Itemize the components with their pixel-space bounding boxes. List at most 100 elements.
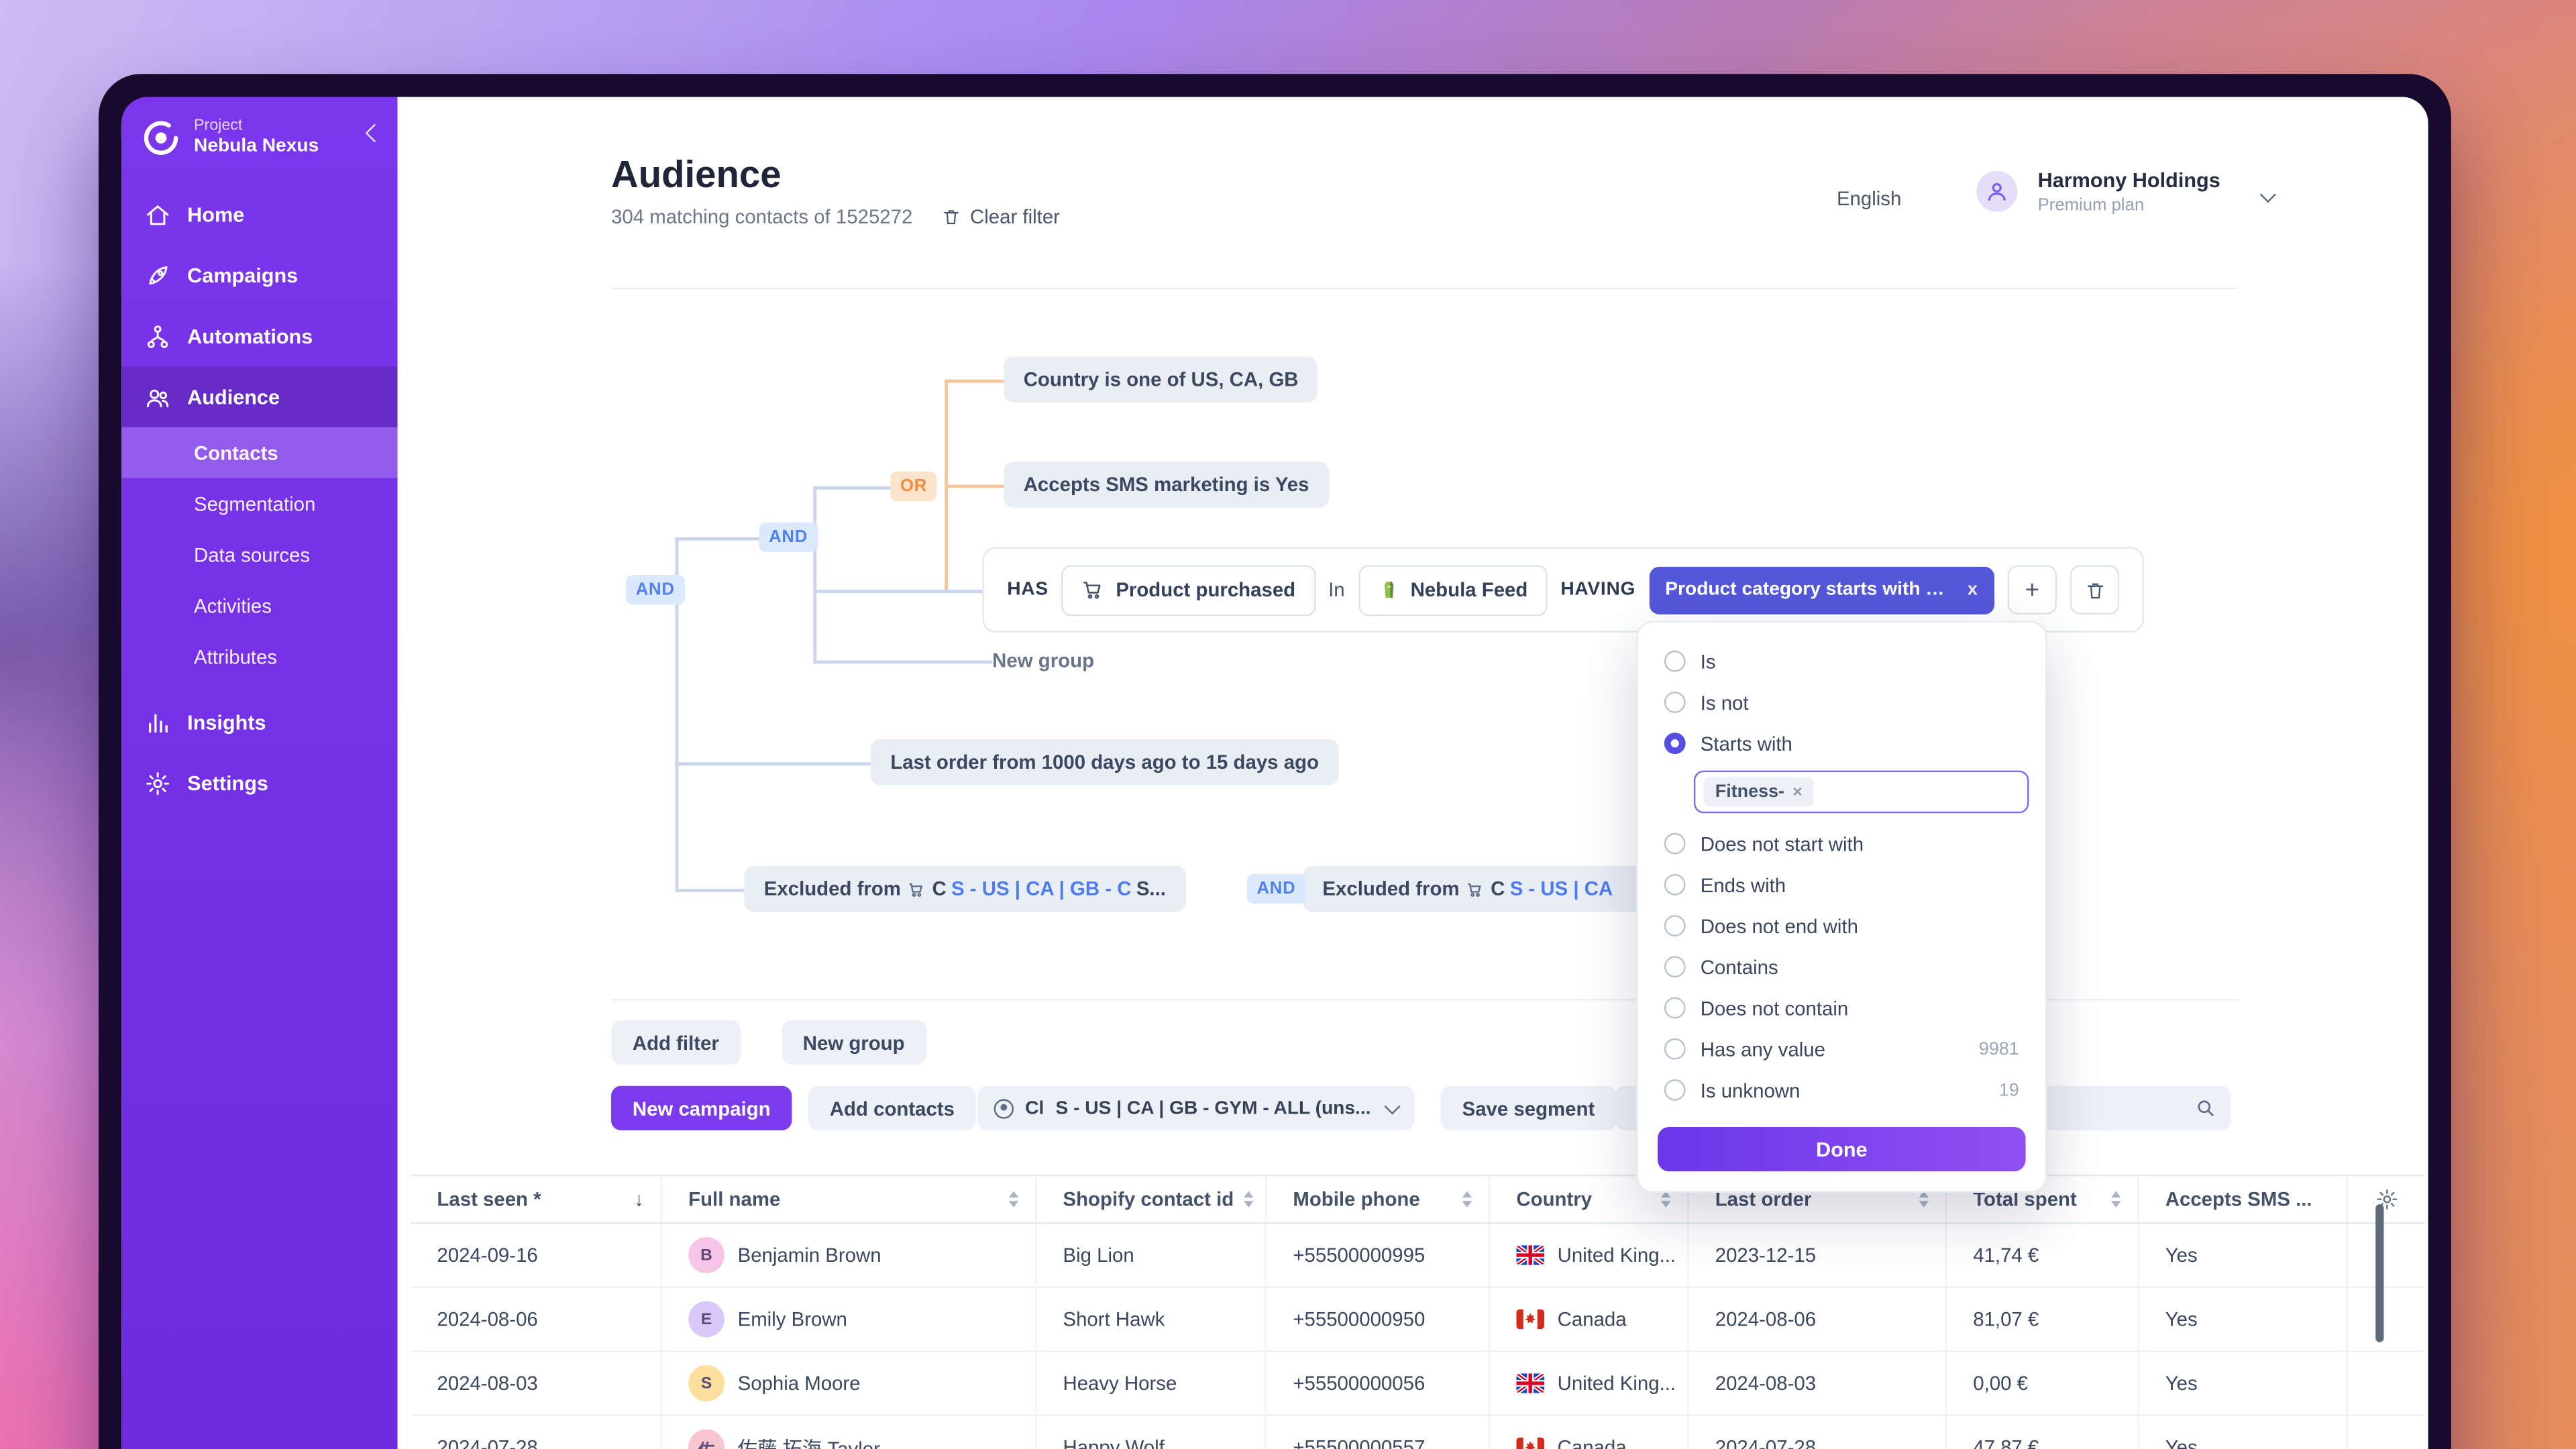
- radio-icon[interactable]: [1664, 833, 1686, 855]
- option-does-not-contain[interactable]: Does not contain: [1658, 987, 2026, 1028]
- excluded-prefix: Excluded from: [763, 877, 901, 901]
- option-starts-with[interactable]: Starts with: [1658, 723, 2026, 764]
- radio-icon[interactable]: [1664, 1079, 1686, 1101]
- cart-icon: [1466, 879, 1484, 898]
- sidebar-nav: Home Campaigns Automations Audience Co: [121, 184, 398, 814]
- clear-filter-button[interactable]: Clear filter: [942, 205, 1060, 228]
- sidebar-item-label: Home: [187, 203, 245, 227]
- language-selector[interactable]: English: [1836, 186, 1902, 211]
- column-header-accepts-sms[interactable]: Accepts SMS ...: [2137, 1176, 2346, 1223]
- option-does-not-end-with[interactable]: Does not end with: [1658, 905, 2026, 946]
- collapse-sidebar-icon[interactable]: [365, 123, 384, 143]
- sidebar-item-audience[interactable]: Audience: [121, 366, 398, 428]
- sidebar-subitem-label: Data sources: [193, 543, 311, 567]
- column-header-contact-id[interactable]: Shopify contact id: [1034, 1176, 1265, 1223]
- radio-icon[interactable]: [1664, 873, 1686, 896]
- option-label: Has any value: [1700, 1037, 1825, 1061]
- operator-badge-and[interactable]: AND: [626, 575, 685, 605]
- new-group-link[interactable]: New group: [992, 649, 1095, 672]
- connector-line: [675, 537, 678, 889]
- cart-icon: [908, 879, 926, 898]
- connector-line: [813, 486, 816, 661]
- table-row[interactable]: 2024-09-16 B Benjamin Brown Big Lion +555…: [411, 1224, 2425, 1288]
- filter-chip-excluded-1[interactable]: Excluded from C S - US | CA | GB - C S..…: [744, 865, 1186, 912]
- operator-badge-and[interactable]: AND: [1246, 873, 1306, 904]
- column-header-country[interactable]: Country: [1488, 1176, 1687, 1223]
- sidebar-item-data-sources[interactable]: Data sources: [121, 529, 397, 580]
- new-campaign-button[interactable]: New campaign: [611, 1085, 792, 1130]
- option-count: 9981: [1978, 1038, 2019, 1059]
- people-icon: [145, 384, 171, 410]
- table-row[interactable]: 2024-07-28 佐佐藤 拓海 Taylor Happy Wolf +555…: [411, 1416, 2425, 1449]
- option-label: Contains: [1700, 955, 1778, 979]
- filter-chip-country[interactable]: Country is one of US, CA, GB: [1004, 356, 1318, 402]
- sidebar-item-automations[interactable]: Automations: [121, 306, 397, 367]
- option-is-unknown[interactable]: Is unknown 19: [1658, 1069, 2026, 1110]
- value-tag: Fitness- ×: [1703, 777, 1814, 807]
- filter-chip-excluded-2[interactable]: Excluded from C S - US | CA: [1303, 865, 1648, 912]
- starts-with-value-input[interactable]: Fitness- ×: [1693, 770, 2029, 814]
- sort-desc-icon: ↓: [634, 1187, 644, 1211]
- remove-condition-icon[interactable]: x: [1967, 580, 1978, 600]
- column-header-last-seen[interactable]: Last seen * ↓: [437, 1187, 644, 1211]
- account-avatar[interactable]: [1977, 171, 2019, 213]
- data-source-button[interactable]: Nebula Feed: [1358, 564, 1548, 616]
- option-ends-with[interactable]: Ends with: [1658, 864, 2026, 905]
- event-type-button[interactable]: Product purchased: [1061, 564, 1316, 616]
- chevron-down-icon[interactable]: [2260, 186, 2277, 204]
- account-name: Harmony Holdings: [2037, 169, 2220, 193]
- column-header-mobile-phone[interactable]: Mobile phone: [1265, 1176, 1489, 1223]
- home-icon: [145, 201, 171, 227]
- search-icon: [2198, 1100, 2214, 1116]
- save-segment-button[interactable]: Save segment: [1440, 1085, 1617, 1130]
- table-scrollbar-thumb[interactable]: [2375, 1204, 2384, 1342]
- connector-line-or: [945, 484, 1004, 488]
- option-contains[interactable]: Contains: [1658, 947, 2026, 987]
- operator-badge-and[interactable]: AND: [759, 522, 818, 552]
- segment-select[interactable]: Cl S - US | CA | GB - GYM - ALL (uns...: [977, 1085, 1415, 1130]
- filter-chip-sms[interactable]: Accepts SMS marketing is Yes: [1004, 462, 1329, 508]
- remove-tag-icon[interactable]: ×: [1792, 782, 1803, 801]
- radio-icon[interactable]: [1664, 997, 1686, 1019]
- sidebar-item-segmentation[interactable]: Segmentation: [121, 478, 397, 529]
- sort-icon: [1919, 1191, 1929, 1208]
- radio-icon[interactable]: [1664, 956, 1686, 978]
- project-switcher[interactable]: Project Nebula Nexus: [121, 97, 397, 158]
- option-is-not[interactable]: Is not: [1658, 682, 2026, 722]
- sidebar-item-attributes[interactable]: Attributes: [121, 631, 397, 682]
- table-settings-gear-icon[interactable]: [2375, 1188, 2398, 1211]
- option-has-any-value[interactable]: Has any value 9981: [1658, 1028, 2026, 1069]
- new-group-button[interactable]: New group: [781, 1020, 926, 1065]
- radio-icon[interactable]: [1664, 650, 1686, 672]
- add-filter-button[interactable]: Add filter: [611, 1020, 741, 1065]
- sidebar-item-label: Campaigns: [187, 264, 299, 287]
- filter-chip-last-order[interactable]: Last order from 1000 days ago to 15 days…: [870, 739, 1339, 786]
- radio-icon[interactable]: [1664, 1038, 1686, 1060]
- sidebar-item-campaigns[interactable]: Campaigns: [121, 245, 397, 306]
- sidebar-item-insights[interactable]: Insights: [121, 692, 397, 753]
- option-is[interactable]: Is: [1658, 641, 2026, 682]
- option-does-not-start-with[interactable]: Does not start with: [1658, 823, 2026, 864]
- sidebar: Project Nebula Nexus Home Campaigns: [121, 97, 398, 1449]
- column-header-full-name[interactable]: Full name: [660, 1176, 1034, 1223]
- add-contacts-button[interactable]: Add contacts: [808, 1085, 976, 1130]
- clear-filter-label: Clear filter: [970, 205, 1060, 229]
- done-button[interactable]: Done: [1658, 1126, 2026, 1172]
- sidebar-item-contacts[interactable]: Contacts: [121, 427, 398, 478]
- table-row[interactable]: 2024-08-06 E Emily Brown Short Hawk +5550…: [411, 1287, 2425, 1352]
- page-title: Audience: [611, 152, 782, 196]
- avatar: B: [688, 1237, 724, 1273]
- radio-selected-icon[interactable]: [1664, 733, 1686, 755]
- radio-icon[interactable]: [1664, 915, 1686, 936]
- sidebar-item-activities[interactable]: Activities: [121, 580, 397, 631]
- operator-badge-or[interactable]: OR: [890, 471, 937, 501]
- radio-icon[interactable]: [1664, 692, 1686, 713]
- table-row[interactable]: 2024-08-03 S Sophia Moore Heavy Horse +55…: [411, 1352, 2425, 1417]
- add-condition-button[interactable]: +: [2007, 565, 2057, 614]
- excluded-text: C: [932, 877, 947, 901]
- sidebar-item-home[interactable]: Home: [121, 184, 397, 246]
- delete-condition-button[interactable]: [2070, 565, 2120, 614]
- sidebar-item-settings[interactable]: Settings: [121, 753, 397, 814]
- having-keyword: HAVING: [1560, 580, 1636, 600]
- having-condition-chip[interactable]: Product category starts with Fitnes x: [1648, 566, 1995, 614]
